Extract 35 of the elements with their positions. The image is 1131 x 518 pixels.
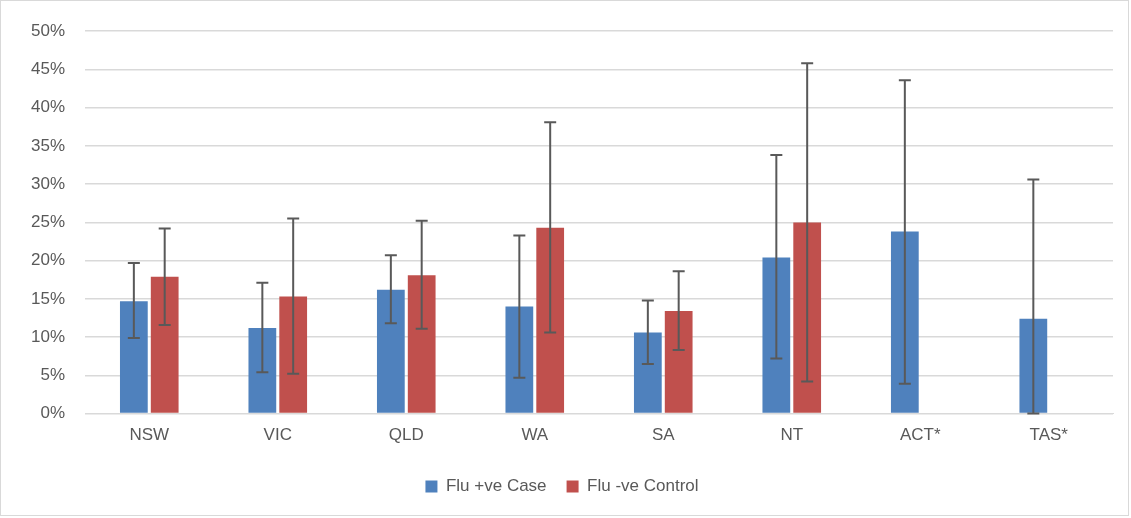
y-tick-label: 35% bbox=[30, 135, 66, 155]
y-tick-label: 30% bbox=[30, 173, 66, 193]
x-tick-label: NT bbox=[780, 425, 804, 445]
y-tick-label: 15% bbox=[30, 288, 66, 308]
x-tick-label: WA bbox=[521, 425, 549, 445]
bar bbox=[150, 276, 179, 413]
bar bbox=[890, 231, 919, 413]
bar bbox=[505, 306, 534, 413]
y-tick-label: 5% bbox=[40, 365, 66, 385]
bar bbox=[407, 275, 436, 413]
x-tick-label: ACT* bbox=[899, 425, 941, 445]
x-tick-label: NSW bbox=[129, 425, 170, 445]
legend-label: Flu -ve Control bbox=[587, 476, 699, 496]
y-tick-label: 50% bbox=[30, 20, 66, 40]
y-tick-label: 10% bbox=[30, 326, 66, 346]
x-tick-label: TAS* bbox=[1029, 425, 1069, 445]
bar bbox=[279, 296, 308, 413]
y-tick-label: 40% bbox=[30, 97, 66, 117]
bar bbox=[1019, 318, 1048, 413]
y-tick-label: 25% bbox=[30, 212, 66, 232]
bar bbox=[376, 289, 405, 413]
bar bbox=[793, 222, 822, 413]
x-tick-label: SA bbox=[651, 425, 676, 445]
bar bbox=[119, 301, 148, 413]
x-tick-label: VIC bbox=[263, 425, 292, 445]
y-tick-label: 0% bbox=[40, 403, 66, 423]
bar bbox=[633, 332, 662, 413]
bar bbox=[762, 257, 791, 413]
bar bbox=[536, 227, 565, 413]
bar bbox=[248, 327, 277, 413]
x-tick-label: QLD bbox=[388, 425, 424, 445]
y-tick-label: 45% bbox=[30, 59, 66, 79]
y-tick-label: 20% bbox=[30, 250, 66, 270]
bar bbox=[664, 311, 693, 413]
legend-label: Flu +ve Case bbox=[445, 476, 547, 496]
